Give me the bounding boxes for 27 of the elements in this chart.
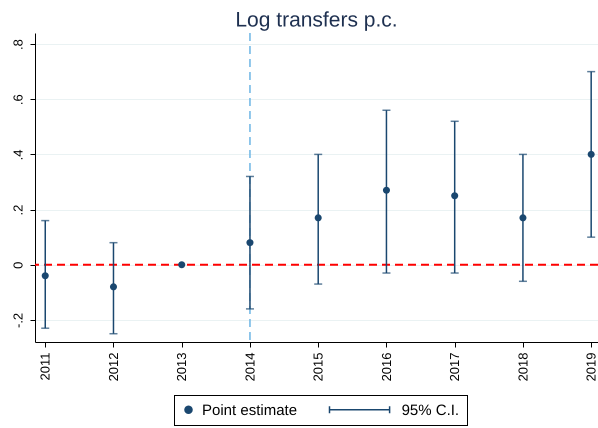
point (246, 239, 254, 246)
point (314, 214, 322, 222)
x-tick-label: 2018 (515, 352, 530, 382)
y-tick-label: .6 (10, 94, 26, 106)
x-tick-label: 2019 (584, 352, 598, 382)
chart-title: Log transfers p.c. (235, 8, 398, 32)
x-tick-label: 2017 (447, 352, 462, 382)
x-tick-label: 2013 (174, 352, 190, 382)
text: 95% C.I. (402, 402, 460, 419)
point (519, 214, 526, 222)
y-tick-label: 0 (10, 262, 26, 269)
y-tick-label: .2 (10, 204, 26, 216)
point (42, 272, 49, 280)
x-tick-label: 2015 (310, 352, 326, 382)
x-tick-label: 2011 (38, 352, 53, 380)
point (110, 283, 118, 290)
x-tick-label: 2016 (378, 352, 394, 382)
x-tick-label: 2012 (106, 352, 121, 382)
point (588, 150, 595, 158)
y-tick-label: .8 (10, 39, 26, 50)
point (382, 186, 390, 194)
x-tick-label: 2014 (242, 352, 258, 382)
point (178, 261, 186, 268)
point (451, 192, 458, 200)
y-tick-label: .4 (10, 149, 26, 160)
legend-label: Point estimate (202, 402, 298, 419)
y-tick-label: -.2 (10, 312, 26, 328)
